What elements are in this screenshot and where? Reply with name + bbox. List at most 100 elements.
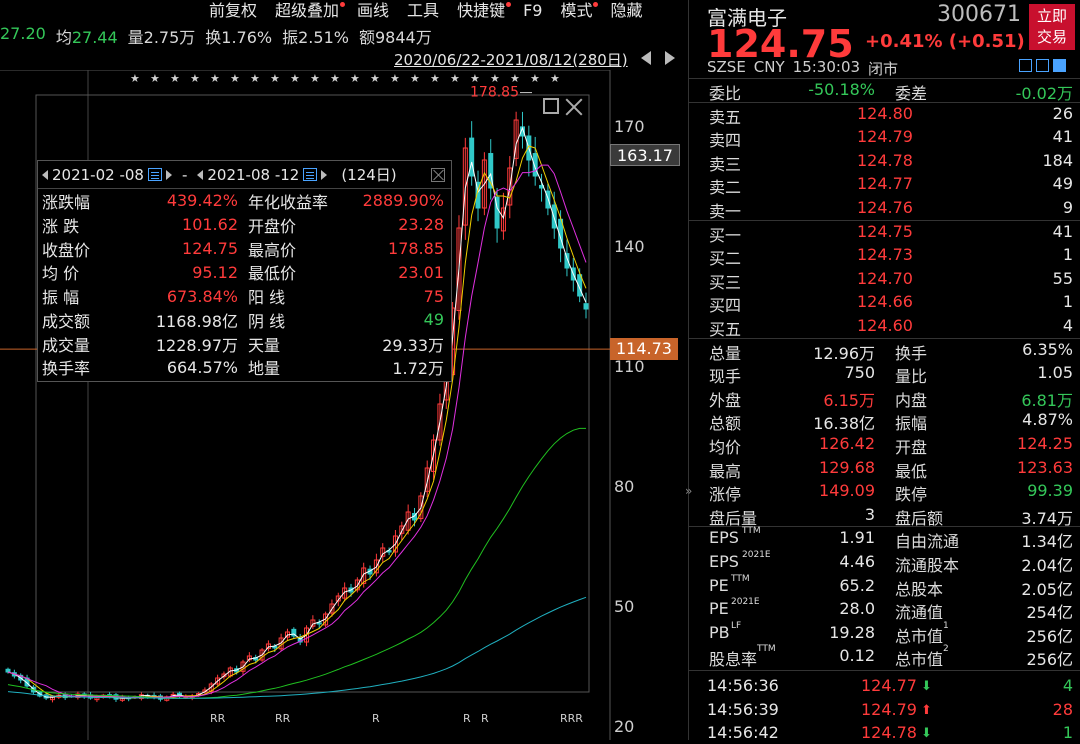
candle[interactable]	[513, 111, 519, 167]
stat-label: 开盘价	[248, 216, 297, 236]
detail-value: 99.39	[1027, 481, 1073, 501]
event-star-icon: ★	[130, 72, 140, 85]
candle[interactable]	[469, 121, 475, 186]
kline-chart-area[interactable]: 前复权 超级叠加 画线 工具 快捷键 F9 模式 隐藏 27.20 均27.44 量2.75万…	[0, 0, 688, 740]
start-date[interactable]: 2021-02 -08	[52, 165, 144, 184]
detail-label: 内盘	[895, 390, 928, 410]
candle[interactable]	[361, 562, 367, 588]
ask-label: 卖一	[709, 202, 742, 221]
ask-row[interactable]: 卖二 124.77 49	[689, 172, 1080, 197]
start-next-icon[interactable]	[165, 169, 172, 180]
stat-value: 2889.90%	[362, 191, 444, 211]
toolbar-item[interactable]: F9	[514, 0, 551, 24]
stat-value: 49	[423, 310, 444, 330]
toolbar-item[interactable]: 工具	[398, 0, 448, 24]
calendar-icon[interactable]	[303, 168, 318, 181]
detail-value: 6.35%	[1022, 339, 1073, 359]
fundamental-label-sup: 2021E	[731, 597, 760, 608]
bid-row[interactable]: 买二 124.73 1	[689, 243, 1080, 268]
toolbar-item[interactable]: 超级叠加	[266, 0, 348, 24]
bid-row[interactable]: 买三 124.70 55	[689, 267, 1080, 292]
candle[interactable]	[380, 543, 386, 562]
end-prev-icon[interactable]	[197, 169, 204, 180]
start-prev-icon[interactable]	[42, 169, 48, 180]
candle[interactable]	[291, 627, 297, 639]
stat-value: 1.72万	[392, 359, 444, 379]
toolbar-item[interactable]: 前复权	[200, 0, 266, 24]
bid-label: 买五	[709, 320, 742, 339]
stat-cell: 阳 线 75	[244, 284, 450, 308]
toolbar-item[interactable]: 模式	[551, 0, 601, 24]
ask-row[interactable]: 卖四 124.79 41	[689, 125, 1080, 150]
stat-cell: 均 价 95.12	[38, 260, 244, 284]
candle[interactable]	[354, 577, 360, 593]
detail-label: 总额	[709, 414, 742, 434]
fundamental-value: 0.12	[839, 646, 875, 666]
ask-row[interactable]: 卖一 124.76 9	[689, 196, 1080, 221]
collapse-arrow-icon[interactable]: »	[685, 484, 693, 498]
range-controls	[641, 48, 675, 65]
days-count: (124日)	[341, 166, 397, 184]
exchange: SZSE	[707, 58, 746, 76]
detail-label: 现手	[709, 367, 742, 387]
detail-label: 开盘	[895, 438, 928, 457]
fundamental-label: EPS	[709, 528, 739, 548]
fundamental-row: PE 2021E 28.0 流通值 254亿	[689, 597, 1080, 622]
detail-label: 量比	[895, 367, 928, 387]
market-status: 闭市	[868, 60, 899, 78]
trade-now-button[interactable]: 立即 交易	[1029, 4, 1075, 50]
date-range-link[interactable]: 2020/06/22-2021/08/12(280日)	[394, 51, 628, 69]
close-icon[interactable]	[431, 167, 445, 182]
candle[interactable]	[431, 434, 437, 480]
candle[interactable]	[475, 170, 481, 222]
event-star-icon: ★	[510, 72, 520, 85]
detail-label: 最高	[709, 461, 742, 481]
candle[interactable]	[488, 139, 494, 200]
candle[interactable]	[215, 674, 221, 686]
fundamental-row: EPS TTM 1.91 自由流通 1.34亿	[689, 526, 1080, 551]
maximize-icon[interactable]	[543, 98, 559, 114]
ask-row[interactable]: 卖三 124.78 184	[689, 149, 1080, 174]
window-icon[interactable]	[1036, 59, 1049, 72]
bid-row[interactable]: 买一 124.75 41	[689, 220, 1080, 245]
range-next-icon[interactable]	[665, 51, 675, 65]
detail-row: 外盘 6.15万 内盘 6.81万	[689, 385, 1080, 410]
bid-row[interactable]: 买四 124.66 1	[689, 290, 1080, 315]
crosshair-price-tag: 163.17	[610, 144, 680, 167]
ask-row[interactable]: 卖五 124.80 26	[689, 102, 1080, 127]
price-axis-label: 170	[614, 117, 645, 136]
end-date[interactable]: 2021-08 -12	[207, 165, 300, 184]
bid-price: 124.75	[857, 221, 913, 241]
arrow-down-icon: ⬇	[921, 679, 932, 694]
calendar-icon[interactable]	[147, 168, 162, 181]
candle[interactable]	[532, 136, 538, 186]
detail-label: 最低	[895, 461, 928, 481]
tick-price: 124.79	[861, 699, 917, 719]
diff-value: -0.02万	[1015, 84, 1073, 103]
candle[interactable]	[265, 640, 271, 652]
notification-dot	[506, 2, 512, 7]
fundamental-row: EPS 2021E 4.46 流通股本 2.04亿	[689, 550, 1080, 575]
stat-cell: 成交额 1168.98亿	[38, 308, 244, 332]
stat-value: 664.57%	[166, 357, 238, 377]
range-prev-icon[interactable]	[641, 51, 651, 65]
candle[interactable]	[494, 187, 500, 243]
bid-row[interactable]: 买五 124.60 4	[689, 314, 1080, 339]
candle[interactable]	[583, 292, 589, 319]
close-icon[interactable]	[565, 98, 583, 116]
end-next-icon[interactable]	[321, 169, 328, 180]
edit-icon[interactable]	[1019, 59, 1032, 72]
toolbar-item[interactable]: 隐藏	[601, 0, 651, 24]
add-icon[interactable]	[1053, 59, 1066, 72]
toolbar-item[interactable]: 快捷键	[448, 0, 514, 24]
candle[interactable]	[316, 619, 322, 629]
price-change: +0.41% (+0.51)	[865, 31, 1025, 52]
bid-price: 124.70	[857, 268, 913, 288]
quote-panel: » 富满电子 300671 立即 交易 124.75 +0.41% (+0.51…	[685, 0, 1080, 742]
stat-label: 收盘价	[42, 240, 91, 260]
stat-value: 1168.98亿	[155, 311, 238, 331]
candle[interactable]	[373, 553, 379, 577]
toolbar-item[interactable]: 画线	[348, 0, 398, 24]
candle[interactable]	[424, 460, 430, 498]
